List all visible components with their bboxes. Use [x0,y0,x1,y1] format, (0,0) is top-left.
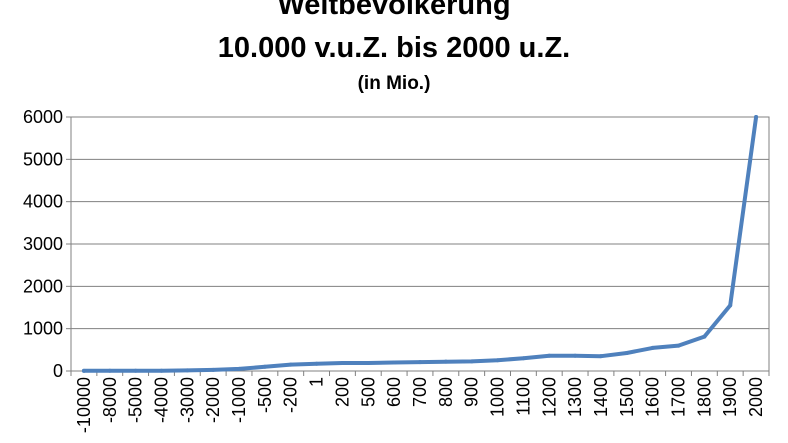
x-tick-label: 1100 [513,377,533,416]
data-point [443,359,448,364]
data-point [288,362,293,367]
x-tick-label: -10000 [74,377,94,433]
x-tick-label: -200 [281,377,301,413]
gridlines [71,158,769,330]
data-point [262,364,267,369]
x-axis: -10000 -8000 -5000 -4000 -3000 -2000 -1000 -500… [70,371,770,433]
data-point [133,368,138,373]
x-tick-label: 800 [436,377,456,407]
x-tick-label: 200 [332,377,352,407]
data-point [547,353,552,358]
data-point [521,356,526,361]
x-tick-label: 2000 [746,377,766,417]
x-tick-label: -3000 [177,377,197,423]
x-tick-label: 1900 [720,377,740,417]
data-point [366,360,371,365]
data-point [495,358,500,363]
data-point [237,366,242,371]
y-tick-label: 3000 [23,234,63,254]
data-point [159,368,164,373]
y-tick-label: 0 [53,361,63,381]
x-tick-label: -4000 [151,377,171,423]
data-point [728,303,733,308]
y-axis: 0 1000 2000 3000 4000 5000 6000 [23,107,71,381]
data-point [650,345,655,350]
x-tick-label: 1400 [591,377,611,417]
x-tick-label: -5000 [126,377,146,423]
y-tick-label: 2000 [23,276,63,296]
data-point [754,115,759,119]
data-point [81,368,86,373]
x-tick-label: -2000 [203,377,223,423]
y-tick-label: 1000 [23,319,63,339]
data-point [185,368,190,373]
data-point [702,334,707,339]
data-point [573,353,578,358]
y-tick-label: 5000 [23,149,63,169]
data-point [469,359,474,364]
x-tick-label: 1000 [488,377,508,417]
x-tick-label: 1800 [694,377,714,417]
x-tick-label: 900 [462,377,482,407]
x-tick-label: -500 [255,377,275,413]
x-tick-label: 500 [358,377,378,407]
chart-unit-note: (in Mio.) [357,73,431,94]
data-point [392,360,397,365]
x-tick-label: 1200 [539,377,559,417]
x-tick-label: 1300 [565,377,585,417]
chart-title: Weltbevölkerung [277,0,511,21]
data-point [676,343,681,348]
data-point [624,351,629,356]
x-tick-label: -8000 [100,377,120,423]
x-tick-label: 1600 [643,377,663,417]
data-point [314,361,319,366]
data-point [211,367,216,372]
y-tick-label: 6000 [23,107,63,127]
chart-subtitle: 10.000 v.u.Z. bis 2000 u.Z. [217,32,571,64]
data-point [598,354,603,359]
x-tick-label: 700 [410,377,430,407]
x-tick-label: -1000 [229,377,249,423]
x-tick-label: 1700 [669,377,689,417]
y-tick-label: 4000 [23,192,63,212]
data-point [107,368,112,373]
x-tick-label: 1 [307,377,327,387]
data-point [340,360,345,365]
data-point [418,360,422,365]
x-tick-label: 600 [384,377,404,407]
series-group [81,115,759,373]
x-tick-label: 1500 [617,377,637,417]
